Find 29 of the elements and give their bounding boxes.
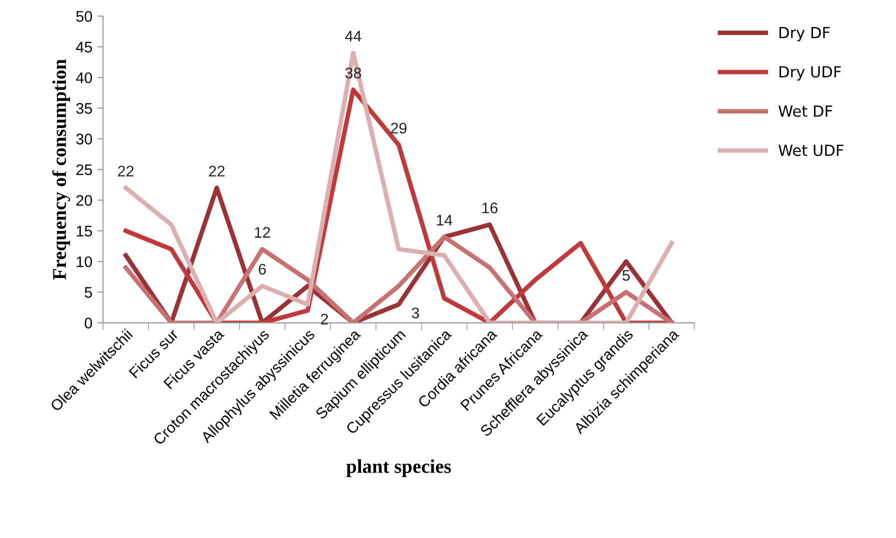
y-tick-label: 30: [76, 134, 92, 144]
y-tick-label: 15: [76, 226, 92, 236]
data-label: 2: [321, 314, 328, 324]
y-tick-label: 10: [76, 256, 92, 268]
legend-label: Dry DF: [780, 27, 830, 42]
x-axis-title: plant species: [346, 459, 451, 477]
data-label: 44: [345, 30, 362, 42]
y-tick-label: 40: [76, 72, 92, 84]
legend-label: Dry UDF: [780, 66, 841, 81]
y-tick-label: 25: [76, 164, 92, 176]
data-label: 5: [622, 270, 630, 281]
y-tick-label: 45: [76, 42, 92, 52]
y-axis-title: Frequency of consumption: [52, 59, 70, 280]
data-label: 22: [209, 166, 224, 176]
data-label: 3: [412, 308, 420, 318]
legend-label: Wet DF: [778, 106, 832, 117]
y-tick-label: 20: [76, 195, 92, 206]
legend-label: Wet UDF: [778, 144, 844, 156]
data-label: 6: [258, 264, 266, 275]
y-tick-label: 0: [84, 318, 92, 328]
data-label: 22: [118, 166, 134, 176]
data-label: 16: [482, 202, 498, 214]
y-tick-label: 50: [76, 11, 92, 22]
data-label: 38: [345, 68, 362, 78]
data-label: 29: [390, 122, 406, 134]
data-label: 14: [436, 214, 452, 226]
y-tick-label: 35: [76, 103, 92, 114]
y-tick-label: 5: [84, 287, 92, 298]
data-label: 12: [254, 227, 270, 238]
